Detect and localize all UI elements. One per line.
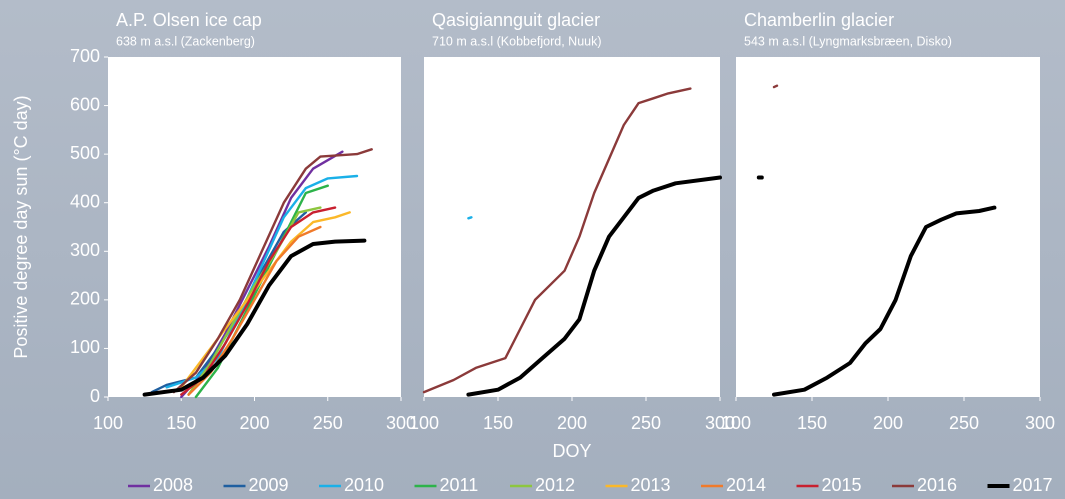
y-tick-label: 600 [70,94,100,114]
x-tick-label: 300 [1025,413,1055,433]
x-tick-label: 100 [93,413,123,433]
legend-label: 2009 [249,475,289,495]
y-axis-label: Positive degree day sun (°C day) [11,95,31,358]
y-tick-label: 200 [70,289,100,309]
series-line [466,175,722,397]
panel-subtitle: 543 m a.s.l (Lyngmarksbræen, Disko) [744,34,952,48]
x-tick-label: 150 [483,413,513,433]
legend-label: 2012 [535,475,575,495]
series-line [422,87,692,394]
legend-label: 2016 [917,475,957,495]
series-line [467,216,473,220]
x-tick-label: 300 [705,413,735,433]
x-tick-label: 250 [631,413,661,433]
series-line [172,148,373,394]
legend-label: 2010 [344,475,384,495]
panel-title: Chamberlin glacier [744,10,894,30]
series-line [165,174,359,389]
panel [108,57,401,397]
series-line [756,175,997,397]
y-tick-label: 0 [90,386,100,406]
series-line [142,238,367,397]
legend-label: 2008 [153,475,193,495]
x-tick-label: 150 [797,413,827,433]
x-tick-label: 200 [557,413,587,433]
panel-title: A.P. Olsen ice cap [116,10,262,30]
x-tick-label: 100 [409,413,439,433]
y-tick-label: 300 [70,240,100,260]
y-tick-label: 100 [70,337,100,357]
x-tick-label: 250 [949,413,979,433]
panel-subtitle: 710 m a.s.l (Kobbefjord, Nuuk) [432,34,602,48]
legend-label: 2014 [726,475,766,495]
panel [736,57,1040,397]
x-tick-label: 300 [386,413,416,433]
y-tick-label: 400 [70,191,100,211]
legend-label: 2017 [1013,475,1053,495]
series-line [772,84,779,89]
y-tick-label: 500 [70,143,100,163]
legend-label: 2013 [631,475,671,495]
y-tick-label: 700 [70,46,100,66]
legend-label: 2011 [440,475,479,495]
legend-label: 2015 [822,475,862,495]
series-line [187,206,322,396]
x-axis-label: DOY [552,441,591,461]
x-tick-label: 150 [166,413,196,433]
series-line [180,150,344,399]
panel [424,57,720,397]
x-tick-label: 200 [873,413,903,433]
x-tick-label: 200 [239,413,269,433]
x-tick-label: 250 [313,413,343,433]
panel-title: Qasigiannguit glacier [432,10,600,30]
x-tick-label: 100 [721,413,751,433]
panel-subtitle: 638 m a.s.l (Zackenberg) [116,34,255,48]
